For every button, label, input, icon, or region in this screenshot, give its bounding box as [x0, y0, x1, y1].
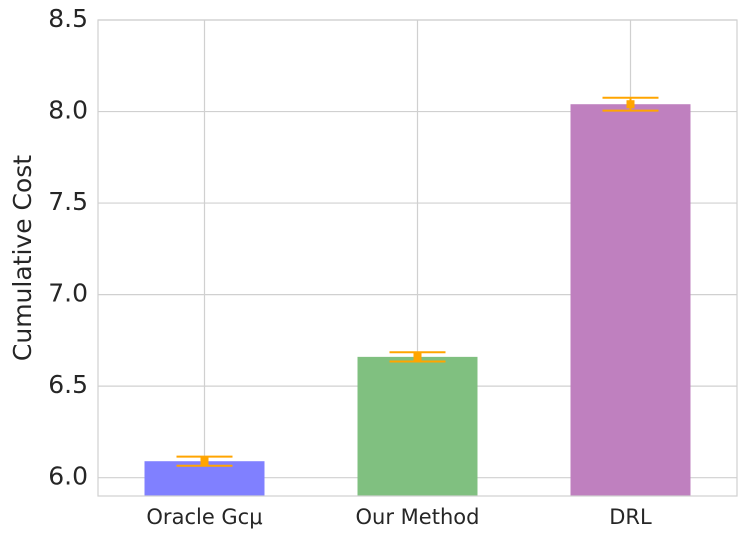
mean-marker — [626, 100, 635, 109]
y-tick-label: 6.0 — [48, 462, 88, 491]
mean-marker — [413, 352, 422, 361]
y-tick-label: 6.5 — [48, 370, 88, 399]
x-tick-label: Our Method — [356, 505, 480, 529]
y-tick-label: 7.5 — [48, 187, 88, 216]
y-axis-label: Cumulative Cost — [8, 155, 37, 361]
bar — [144, 461, 265, 496]
mean-marker — [200, 457, 209, 466]
y-tick-label: 8.0 — [48, 96, 88, 125]
plot-frame — [97, 19, 738, 497]
y-tick-label: 8.5 — [48, 4, 88, 33]
bar — [357, 356, 478, 496]
bar — [570, 104, 691, 496]
y-tick-label: 7.0 — [48, 279, 88, 308]
x-tick-label: DRL — [609, 505, 652, 529]
x-tick-label: Oracle Gcμ — [146, 505, 262, 529]
